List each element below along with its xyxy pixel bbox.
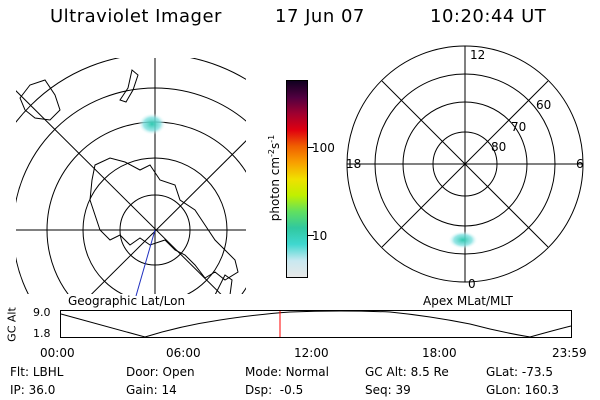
status-glon: GLon: 160.3 xyxy=(486,383,559,397)
altitude-plot xyxy=(60,310,572,338)
colorbar-gradient xyxy=(287,81,307,277)
colorbar xyxy=(286,80,308,278)
status-door: Door: Open xyxy=(126,365,195,379)
mlt-line xyxy=(381,80,549,248)
date-text: 17 Jun 07 xyxy=(275,6,365,27)
new-zealand-coastline xyxy=(119,69,139,103)
antarctica-coastline xyxy=(89,157,239,281)
auroral-emission xyxy=(138,113,166,135)
status-filter: Flt: LBHL xyxy=(10,365,64,379)
spacecraft-track xyxy=(135,229,156,296)
apex-polar-plot xyxy=(346,45,584,283)
status-seq: Seq: 39 xyxy=(365,383,411,397)
mlt-label-12: 12 xyxy=(470,48,486,62)
colorbar-tick-100: 100 xyxy=(312,141,335,155)
meridian-line xyxy=(90,140,246,294)
altitude-tick-min: 1.8 xyxy=(33,327,51,340)
status-glat: GLat: -73.5 xyxy=(486,365,553,379)
instrument-title: Ultraviolet Imager xyxy=(50,6,222,27)
status-mode: Mode: Normal xyxy=(245,365,329,379)
geo-panel-label: Geographic Lat/Lon xyxy=(68,294,186,308)
apex-panel-label: Apex MLat/MLT xyxy=(423,294,513,308)
mlat-label-60: 60 xyxy=(536,98,552,112)
status-ip: IP: 36.0 xyxy=(10,383,56,397)
mlat-label-80: 80 xyxy=(491,140,507,154)
meridian-line xyxy=(16,90,222,294)
altitude-axis-label: GC Alt xyxy=(5,307,19,342)
auroral-emission xyxy=(448,231,478,249)
time-tick-2359: 23:59 xyxy=(552,346,587,360)
south-america-coastline xyxy=(214,274,233,294)
time-tick-1800: 18:00 xyxy=(422,346,457,360)
mlt-label-6: 6 xyxy=(576,157,584,171)
status-dsp: Dsp: -0.5 xyxy=(245,383,304,397)
status-gc-alt: GC Alt: 8.5 Re xyxy=(365,365,449,379)
time-tick-1200: 12:00 xyxy=(294,346,329,360)
time-text: 10:20:44 UT xyxy=(430,6,547,27)
altitude-curve xyxy=(60,310,572,338)
geographic-map xyxy=(16,58,246,296)
altitude-tick-max: 9.0 xyxy=(33,306,51,319)
mlt-label-0: 0 xyxy=(468,277,476,291)
time-tick-0000: 00:00 xyxy=(40,346,75,360)
australia-coastline xyxy=(19,79,61,121)
colorbar-tick-mark xyxy=(308,235,314,236)
colorbar-tick-mark xyxy=(308,147,314,148)
colorbar-tick-10: 10 xyxy=(312,229,328,243)
colorbar-unit-label: photon cm-2s-1 xyxy=(267,134,282,222)
time-tick-0600: 06:00 xyxy=(166,346,201,360)
status-gain: Gain: 14 xyxy=(126,383,177,397)
mlt-label-18: 18 xyxy=(346,157,362,171)
mlat-label-70: 70 xyxy=(511,120,527,134)
